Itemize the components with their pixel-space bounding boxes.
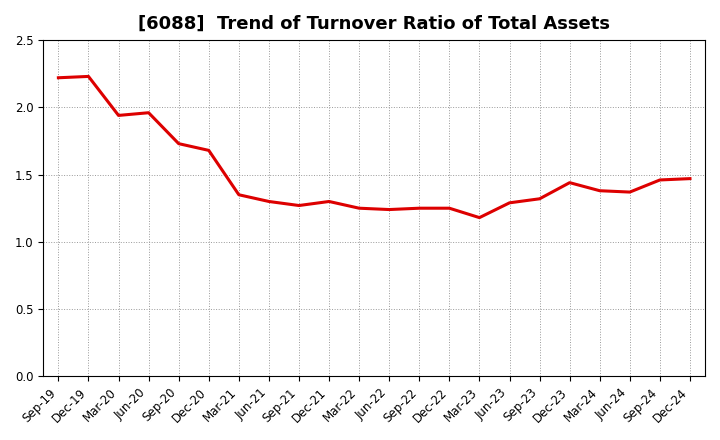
Title: [6088]  Trend of Turnover Ratio of Total Assets: [6088] Trend of Turnover Ratio of Total … [138, 15, 610, 33]
